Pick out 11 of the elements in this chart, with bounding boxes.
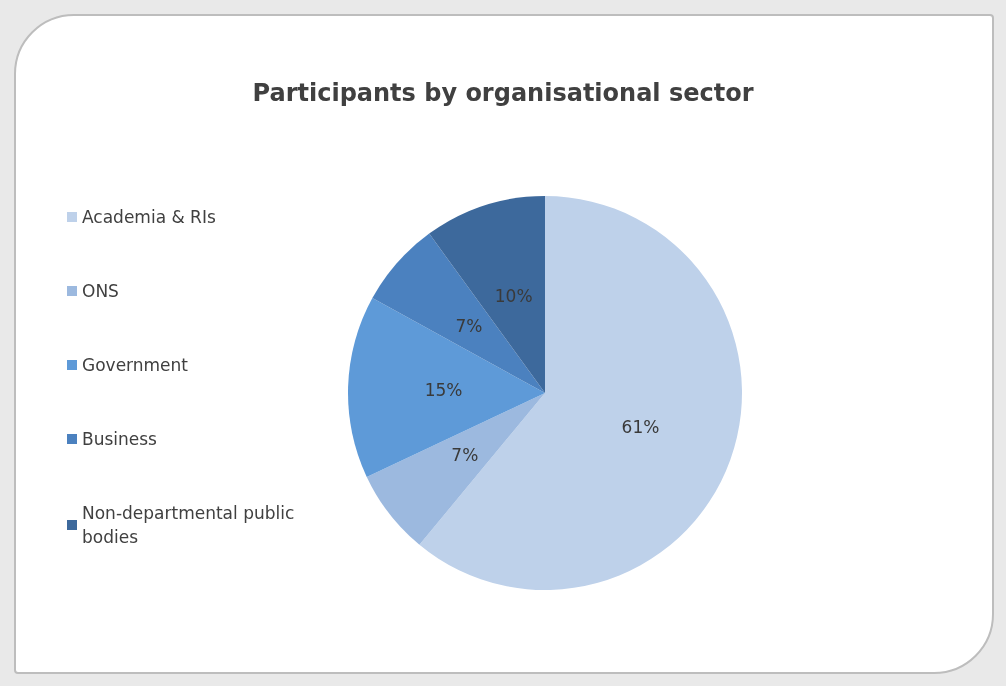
- data-label: 7%: [455, 315, 483, 336]
- data-label: 61%: [621, 417, 660, 438]
- legend-label: Business: [82, 429, 158, 449]
- legend-label: Non-departmental public bodies: [82, 503, 300, 547]
- legend-label: Academia & RIs: [82, 207, 216, 227]
- data-label: 7%: [451, 445, 479, 466]
- chart-title: Participants by organisational sector: [252, 79, 754, 107]
- legend-label: Government: [82, 355, 189, 375]
- data-label: 15%: [424, 379, 463, 400]
- data-label: 10%: [494, 286, 533, 307]
- legend-label: ONS: [82, 281, 119, 301]
